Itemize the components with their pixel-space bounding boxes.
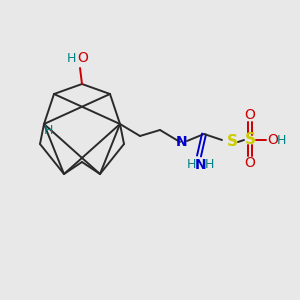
Text: H: H bbox=[66, 52, 76, 64]
Text: H: H bbox=[186, 158, 196, 172]
Text: N: N bbox=[176, 135, 188, 149]
Text: O: O bbox=[244, 156, 255, 170]
Text: S: S bbox=[226, 134, 238, 149]
Text: H: H bbox=[276, 134, 286, 146]
Text: H: H bbox=[204, 158, 214, 172]
Text: O: O bbox=[244, 108, 255, 122]
Text: N: N bbox=[195, 158, 207, 172]
Text: O: O bbox=[78, 51, 88, 65]
Text: H: H bbox=[43, 124, 53, 136]
Text: S: S bbox=[244, 133, 256, 148]
Text: O: O bbox=[268, 133, 278, 147]
